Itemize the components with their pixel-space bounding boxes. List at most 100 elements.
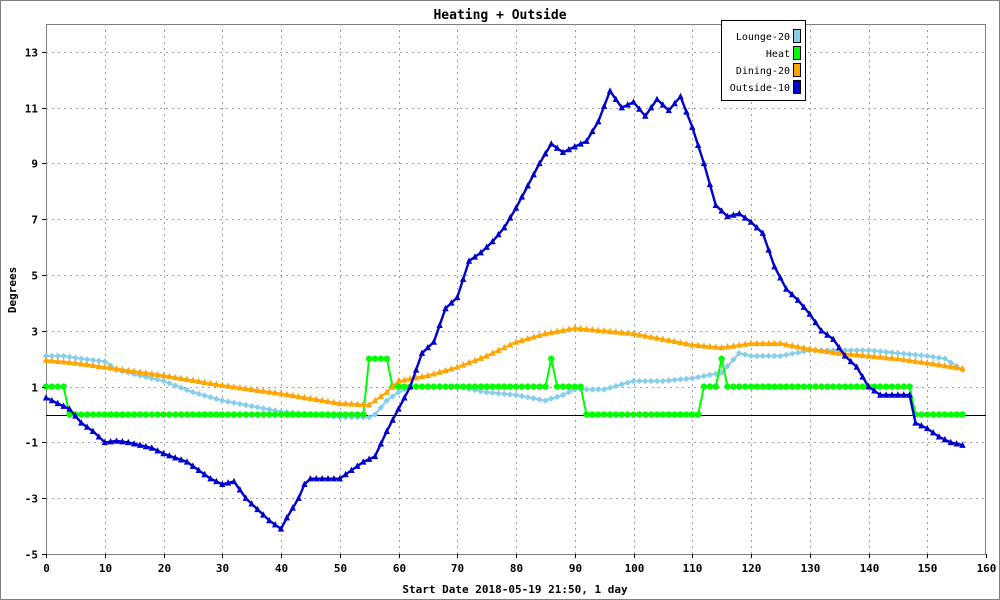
data-point (818, 346, 825, 354)
data-point (224, 398, 232, 405)
data-point (894, 383, 902, 390)
data-point (548, 355, 555, 362)
data-point (219, 411, 226, 418)
data-point (583, 137, 590, 144)
data-point (418, 372, 426, 380)
data-point (271, 411, 279, 418)
data-point (271, 389, 279, 396)
data-point (383, 355, 390, 362)
data-point (577, 324, 584, 332)
data-point (465, 383, 473, 390)
data-point (935, 361, 943, 368)
data-point (929, 411, 937, 418)
data-point (436, 368, 443, 375)
data-point (313, 395, 320, 403)
data-point (642, 377, 649, 385)
data-point (730, 342, 737, 349)
series-lines (42, 87, 966, 532)
data-point (101, 358, 108, 365)
data-point (924, 411, 931, 418)
data-point (360, 411, 367, 418)
data-point (888, 383, 896, 390)
data-point (213, 411, 220, 418)
data-point (589, 386, 596, 393)
data-point (847, 350, 855, 357)
data-point (154, 411, 161, 418)
data-point (606, 327, 614, 335)
data-point (177, 384, 185, 391)
data-point (636, 377, 643, 385)
data-point (95, 411, 103, 418)
data-point (342, 470, 349, 478)
data-point (195, 466, 202, 474)
data-point (736, 209, 743, 217)
data-point (929, 353, 937, 361)
data-point (589, 127, 596, 135)
data-point (166, 372, 173, 380)
data-point (83, 356, 91, 363)
data-point (160, 449, 167, 457)
data-point (66, 411, 73, 418)
data-point (54, 399, 61, 407)
data-point (172, 411, 179, 418)
data-point (248, 402, 255, 410)
data-point (465, 358, 473, 366)
data-point (559, 383, 567, 390)
legend-label: Heat (766, 49, 790, 60)
data-point (689, 341, 696, 348)
data-point (747, 352, 755, 360)
x-tick-label: 60 (393, 562, 406, 575)
data-point (783, 383, 790, 390)
data-point (283, 514, 291, 521)
data-point (642, 411, 649, 418)
data-point (665, 336, 672, 344)
data-point (72, 354, 79, 362)
data-point (477, 383, 484, 390)
data-point (78, 411, 85, 418)
data-point (871, 347, 878, 355)
data-point (736, 383, 743, 390)
data-point (401, 383, 408, 390)
x-tick-label: 80 (510, 562, 523, 575)
data-point (89, 411, 97, 418)
data-point (201, 411, 208, 418)
data-point (242, 411, 249, 418)
data-point (230, 383, 238, 390)
data-point (618, 103, 625, 111)
data-point (389, 416, 396, 423)
data-point (412, 366, 420, 373)
data-point (448, 365, 455, 372)
data-point (166, 451, 173, 459)
data-point (548, 140, 555, 147)
data-point (395, 377, 402, 384)
data-point (130, 367, 138, 374)
data-point (777, 274, 784, 281)
data-point (741, 383, 749, 390)
data-point (859, 383, 866, 390)
data-point (647, 333, 655, 340)
data-point (219, 397, 226, 404)
data-point (371, 355, 379, 362)
legend-label: Outside-10 (730, 83, 790, 94)
data-point (66, 405, 73, 412)
data-point (871, 352, 878, 360)
data-point (160, 371, 167, 379)
data-point (624, 101, 631, 108)
data-point (859, 373, 866, 380)
data-point (289, 391, 296, 399)
data-point (248, 385, 255, 393)
data-point (471, 383, 479, 390)
data-point (777, 383, 784, 390)
data-point (383, 427, 390, 434)
data-point (448, 299, 455, 306)
data-point (89, 356, 97, 364)
data-point (747, 339, 755, 347)
data-point (694, 141, 702, 149)
data-point (48, 356, 56, 364)
data-point (777, 339, 784, 347)
data-point (78, 419, 85, 426)
data-point (166, 380, 173, 387)
data-point (260, 411, 267, 418)
data-point (189, 389, 197, 396)
